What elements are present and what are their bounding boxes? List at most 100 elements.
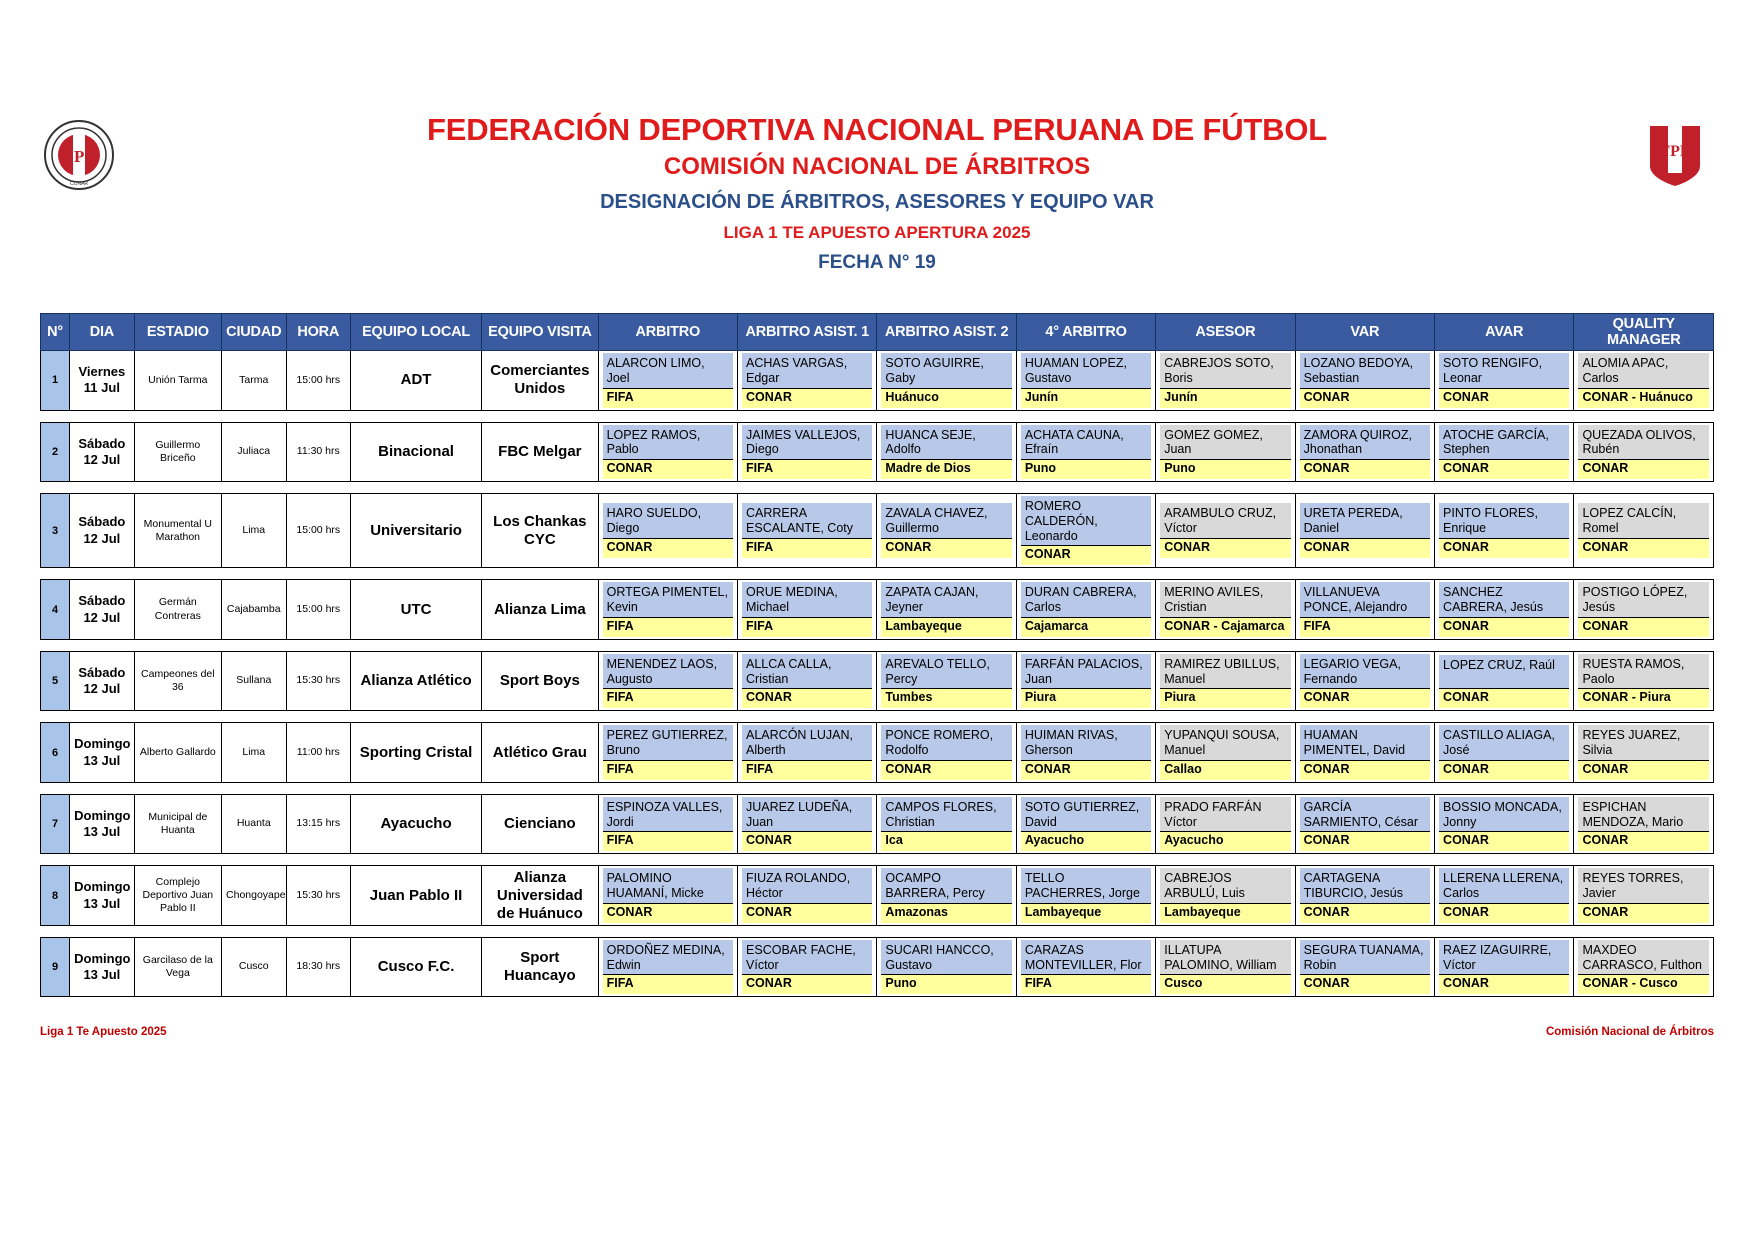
document-subtitle: DESIGNACIÓN DE ÁRBITROS, ASESORES Y EQUI… (600, 190, 1154, 213)
official-affiliation: CONAR (1160, 538, 1291, 558)
column-header-14: QUALITY MANAGER (1573, 313, 1714, 351)
svg-text:F P F: F P F (60, 147, 98, 166)
cell-local: Sporting Cristal (350, 722, 483, 783)
official-name: TELLO PACHERRES, Jorge (1020, 868, 1152, 904)
official-name: ESCOBAR FACHE, Víctor (742, 939, 873, 976)
fpf-shield-logo-icon: FPF (1638, 118, 1712, 192)
official-name: REYES TORRES, Javier (1578, 868, 1709, 904)
official-affiliation: Puno (881, 975, 1012, 995)
official-affiliation: CONAR (1578, 538, 1709, 558)
cell-official-3: FARFÁN PALACIOS, Juan Piura (1015, 650, 1157, 712)
official-name: VILLANUEVA PONCE, Alejandro (1299, 582, 1431, 618)
official-affiliation: CONAR - Piura (1578, 689, 1709, 709)
official-name: ORDOÑEZ MEDINA, Edwin (602, 939, 734, 976)
official-name: PEREZ GUTIERREZ, Bruno (602, 725, 734, 761)
official-name: ACHAS VARGAS, Edgar (742, 353, 873, 389)
designations-table: N° DIA ESTADIO CIUDAD HORA EQUIPO LOCAL EQUIPO… (39, 313, 1714, 998)
cell-official-6: ATOCHE GARCÍA, Stephen CONAR (1434, 421, 1575, 482)
cell-official-6: PINTO FLORES, Enrique CONAR (1434, 492, 1575, 569)
cell-ciudad: Cusco (221, 936, 287, 998)
official-name: GARCÍA SARMIENTO, César (1299, 796, 1431, 833)
cell-official-1: FIUZA ROLANDO, Héctor CONAR (737, 865, 878, 926)
row-spacer (40, 639, 1714, 652)
official-name: ILLATUPA PALOMINO, William (1160, 939, 1291, 976)
svg-text:FPF: FPF (1660, 143, 1690, 160)
table-row: 8 Domingo 13 Jul Complejo Deportivo Juan Pa… (39, 865, 1714, 926)
cell-official-6: RAEZ IZAGUIRRE, Víctor CONAR (1434, 936, 1575, 998)
cell-official-4: RAMIREZ UBILLUS, Manuel Piura (1155, 650, 1296, 712)
official-affiliation: CONAR (1578, 460, 1709, 479)
official-name: SOTO GUTIERREZ, David (1020, 796, 1152, 833)
official-affiliation: CONAR (881, 538, 1012, 558)
cell-local: Ayacucho (350, 793, 483, 855)
official-name: JUAREZ LUDEÑA, Juan (742, 796, 873, 833)
official-name: LOPEZ CRUZ, Raúl (1439, 654, 1570, 689)
cell-dia: Domingo 13 Jul (69, 865, 135, 926)
official-name: RAMIREZ UBILLUS, Manuel (1160, 653, 1291, 690)
cell-official-6: SOTO RENGIFO, Leonar CONAR (1434, 350, 1575, 411)
fpf-crest-logo-icon: F P F CONAR (42, 118, 116, 192)
cell-official-5: LEGARIO VEGA, Fernando CONAR (1294, 650, 1436, 712)
official-affiliation: CONAR (1439, 617, 1570, 637)
official-name: ZAPATA CAJAN, Jeyner (881, 582, 1012, 618)
row-spacer-cell (40, 639, 1714, 652)
official-affiliation: Madre de Dios (881, 460, 1012, 479)
official-name: HUANCA SEJE, Adolfo (881, 424, 1012, 460)
row-spacer-cell (40, 481, 1714, 494)
cell-estadio: Garcilaso de la Vega (133, 936, 223, 998)
official-name: SUCARI HANCCO, Gustavo (881, 939, 1012, 976)
cell-ciudad: Cajabamba (221, 579, 287, 640)
cell-visita: Atlético Grau (481, 722, 599, 783)
column-header-10: 4° ARBITRO (1015, 313, 1157, 351)
cell-official-5: HUAMAN PIMENTEL, David CONAR (1294, 722, 1436, 783)
cell-official-1: JAIMES VALLEJOS, Diego FIFA (737, 421, 878, 482)
cell-official-7: MAXDEO CARRASCO, Fulthon CONAR - Cusco (1573, 936, 1714, 998)
column-header-8: ARBITRO ASIST. 1 (737, 313, 878, 351)
official-name: MERINO AVILES, Cristian (1160, 582, 1291, 618)
svg-text:CONAR: CONAR (70, 181, 88, 187)
official-affiliation: CONAR (1439, 388, 1570, 408)
cell-dia: Sábado 12 Jul (69, 650, 135, 712)
cell-official-2: PONCE ROMERO, Rodolfo CONAR (876, 722, 1017, 783)
column-header-3: CIUDAD (221, 313, 287, 351)
cell-hora: 18:30 hrs (285, 936, 352, 998)
column-header-13: AVAR (1434, 313, 1575, 351)
cell-visita: Sport Boys (481, 650, 599, 712)
cell-official-6: LLERENA LLERENA, Carlos CONAR (1434, 865, 1575, 926)
cell-hora: 15:30 hrs (285, 650, 352, 712)
official-name: ESPINOZA VALLES, Jordi (602, 796, 734, 833)
cell-local: Binacional (350, 421, 483, 482)
official-affiliation: CONAR (1299, 903, 1431, 923)
cell-official-4: CABREJOS ARBULÚ, Luis Lambayeque (1155, 865, 1296, 926)
cell-official-5: LOZANO BEDOYA, Sebastian CONAR (1294, 350, 1436, 411)
cell-local: Cusco F.C. (350, 936, 483, 998)
cell-official-6: SANCHEZ CABRERA, Jesús CONAR (1434, 579, 1575, 640)
cell-official-3: CARAZAS MONTEVILLER, Flor FIFA (1015, 936, 1157, 998)
official-affiliation: Cusco (1160, 975, 1291, 995)
cell-official-3: HUIMAN RIVAS, Gherson CONAR (1015, 722, 1157, 783)
cell-official-2: SOTO AGUIRRE, Gaby Huánuco (876, 350, 1017, 411)
official-name: MAXDEO CARRASCO, Fulthon (1578, 939, 1709, 976)
column-header-7: ARBITRO (597, 313, 739, 351)
official-name: GOMEZ GOMEZ, Juan (1160, 424, 1291, 460)
cell-hora: 15:00 hrs (285, 492, 352, 569)
official-name: LOZANO BEDOYA, Sebastian (1299, 353, 1431, 389)
official-affiliation: FIFA (602, 975, 734, 995)
official-affiliation: Cajamarca (1020, 617, 1152, 637)
official-affiliation: CONAR (1439, 688, 1570, 708)
official-name: ACHATA CAUNA, Efraín (1020, 424, 1152, 460)
cell-hora: 11:00 hrs (285, 722, 352, 783)
official-affiliation: FIFA (742, 617, 873, 637)
official-name: MENENDEZ LAOS, Augusto (602, 653, 734, 690)
cell-ciudad: Sullana (221, 650, 287, 712)
official-name: FARFÁN PALACIOS, Juan (1020, 653, 1152, 690)
official-affiliation: CONAR (742, 832, 873, 852)
column-header-1: DIA (69, 313, 135, 351)
official-name: RUESTA RAMOS, Paolo (1578, 653, 1709, 690)
cell-hora: 11:30 hrs (285, 421, 352, 482)
official-name: ZAVALA CHAVEZ, Guillermo (881, 503, 1012, 539)
table-row: 4 Sábado 12 Jul Germán Contreras Cajabamba 15… (39, 579, 1714, 640)
table-row: 9 Domingo 13 Jul Garcilaso de la Vega Cusco 1… (39, 936, 1714, 998)
column-header-0: N° (39, 313, 71, 351)
cell-official-0: PEREZ GUTIERREZ, Bruno FIFA (597, 722, 739, 783)
